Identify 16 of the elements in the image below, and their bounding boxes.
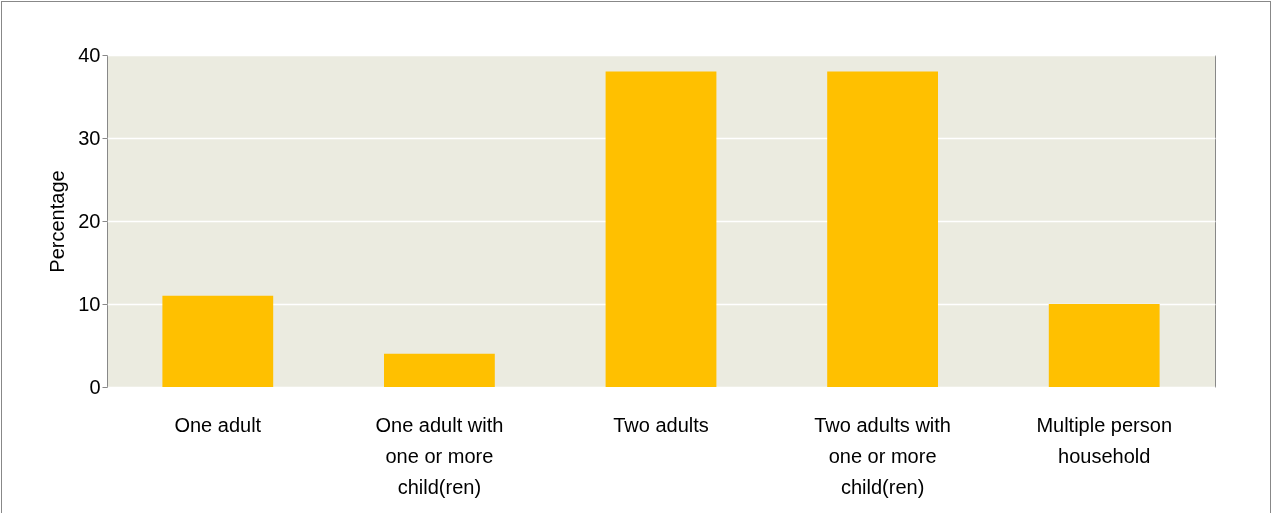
y-tick-label: 30 <box>78 126 101 149</box>
y-tick-label: 20 <box>78 209 101 232</box>
bar <box>827 71 938 387</box>
y-tick-label: 40 <box>78 43 101 66</box>
bar <box>1048 304 1160 387</box>
y-tick-label: 10 <box>78 292 101 315</box>
x-tick-label: Multiple person household <box>1036 413 1173 467</box>
x-tick-label: Two adults with one or more child(ren) <box>814 413 951 498</box>
y-tick-label: 0 <box>89 375 101 398</box>
x-tick-label: One adult <box>174 413 262 436</box>
x-tick-label: One adult with one or more child(ren) <box>375 413 504 498</box>
bar <box>384 353 495 387</box>
y-axis-title: Percentage <box>46 170 69 273</box>
x-tick-label: Two adults <box>613 413 709 436</box>
bar <box>162 295 274 387</box>
bar <box>605 71 717 387</box>
